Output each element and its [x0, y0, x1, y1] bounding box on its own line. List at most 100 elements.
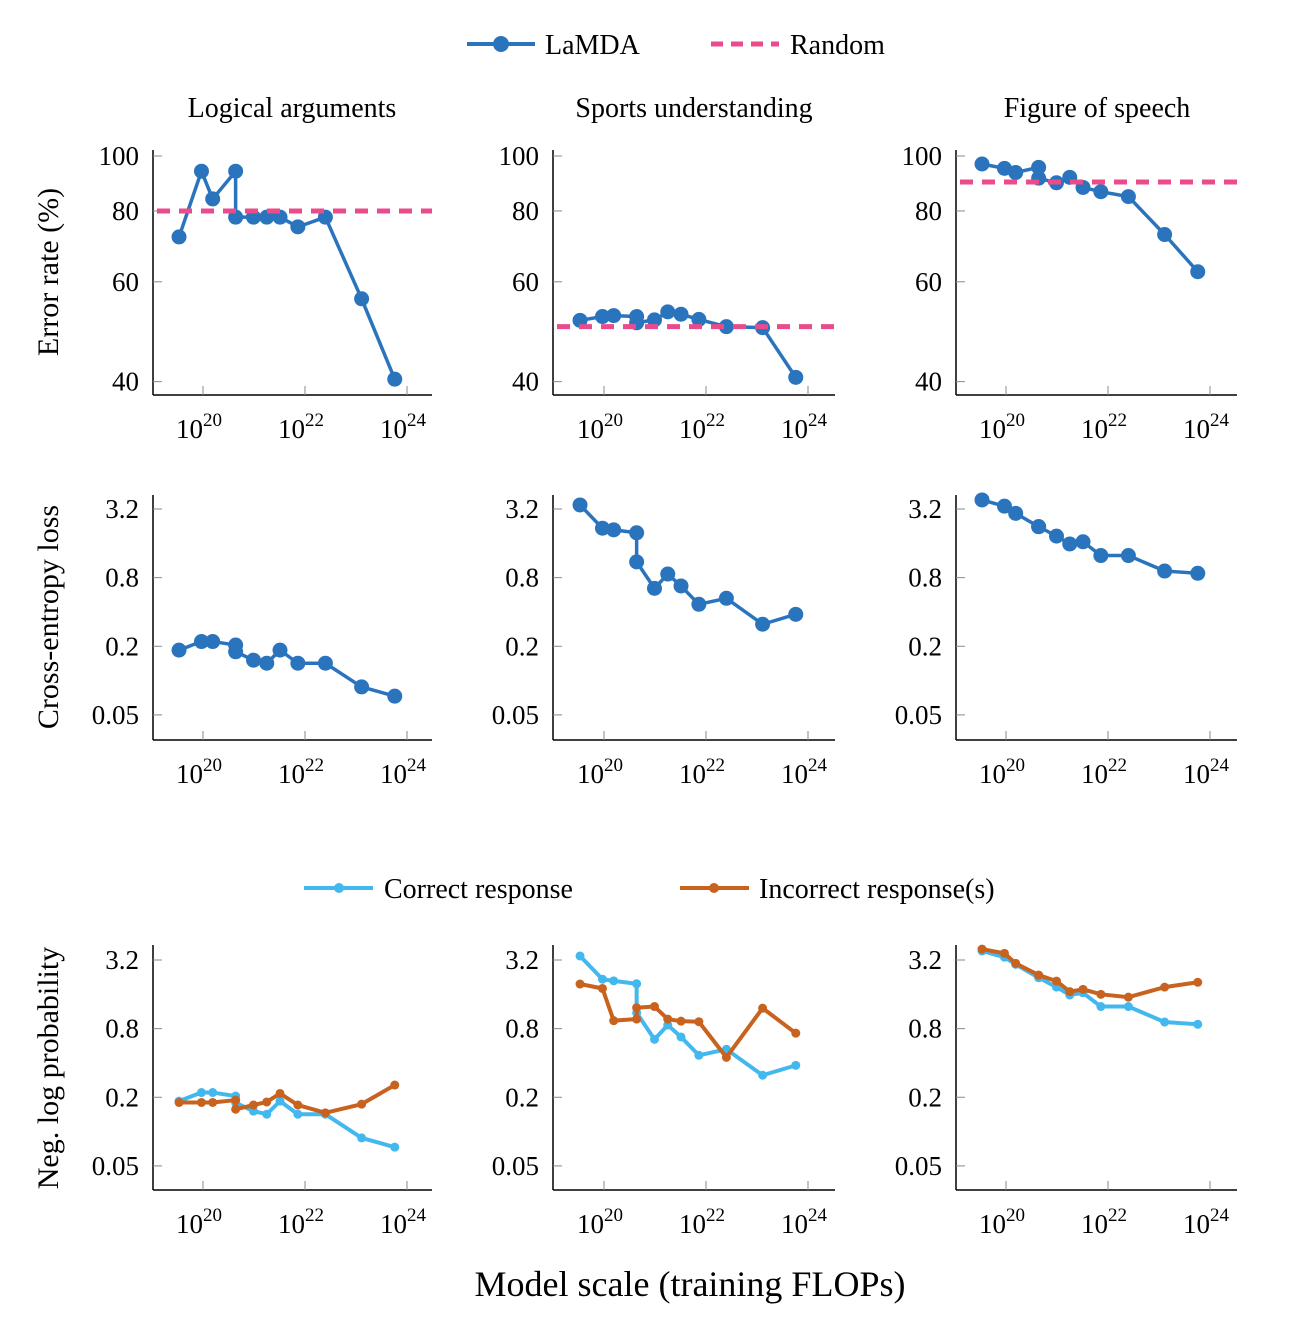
incorrect-response-s-point	[357, 1099, 367, 1109]
y-tick-label: 0.05	[92, 700, 139, 730]
lamda-point	[171, 642, 187, 658]
incorrect-response-s-point	[597, 983, 607, 993]
lamda-point	[629, 554, 645, 570]
y-tick-label: 100	[99, 141, 140, 171]
y-tick-label: 3.2	[105, 494, 139, 524]
lamda-point	[1093, 184, 1109, 200]
lamda-point	[1048, 528, 1064, 544]
correct-response-point	[208, 1088, 218, 1098]
incorrect-response-s-point	[1034, 970, 1044, 980]
incorrect-response-s-point	[390, 1080, 400, 1090]
x-tick-exponent: 24	[1210, 1205, 1230, 1226]
lamda-point	[691, 596, 707, 612]
x-tick-label: 1022	[679, 410, 725, 444]
x-tick-base: 10	[577, 1209, 604, 1239]
x-tick-label: 1022	[1081, 410, 1127, 444]
x-tick-base: 10	[1183, 1209, 1210, 1239]
x-tick-exponent: 24	[808, 410, 828, 431]
y-tick-label: 3.2	[105, 945, 139, 975]
x-tick-label: 1020	[176, 755, 222, 789]
x-tick-label: 1024	[781, 755, 828, 789]
correct-response-point	[609, 976, 619, 986]
x-tick-base: 10	[1081, 1209, 1108, 1239]
y-tick-label: 0.8	[908, 1014, 942, 1044]
correct-response-point	[1123, 1002, 1133, 1012]
correct-response-point	[275, 1096, 285, 1106]
correct-response-point	[1193, 1019, 1203, 1029]
x-tick-label: 1024	[380, 410, 427, 444]
x-tick-label: 1020	[979, 1205, 1025, 1239]
lamda-point	[974, 492, 990, 508]
correct-response-point	[575, 951, 585, 961]
x-tick-exponent: 24	[407, 755, 427, 776]
correct-response-point	[649, 1034, 659, 1044]
lamda-point	[205, 634, 221, 650]
lamda-point	[788, 606, 804, 622]
x-tick-exponent: 20	[1006, 755, 1025, 776]
x-tick-exponent: 20	[1006, 1205, 1025, 1226]
incorrect-response-s-point	[694, 1017, 704, 1027]
correct-response-point	[758, 1070, 768, 1080]
x-tick-label: 1022	[278, 1205, 324, 1239]
x-tick-base: 10	[781, 1209, 808, 1239]
x-tick-exponent: 24	[1210, 410, 1230, 431]
y-tick-label: 0.05	[492, 700, 539, 730]
column-title-sports-understanding: Sports understanding	[575, 93, 812, 124]
x-tick-base: 10	[278, 759, 305, 789]
lamda-point	[788, 369, 804, 385]
y-tick-label: 0.2	[908, 1082, 942, 1112]
x-tick-base: 10	[577, 414, 604, 444]
correct-response-point	[632, 979, 642, 989]
lamda-point	[691, 311, 707, 327]
lamda-point	[606, 308, 622, 324]
x-tick-base: 10	[979, 1209, 1006, 1239]
x-tick-exponent: 22	[1108, 1205, 1127, 1226]
incorrect-response-s-point	[649, 1002, 659, 1012]
x-tick-exponent: 24	[808, 755, 828, 776]
incorrect-response-s-point	[262, 1097, 272, 1107]
incorrect-response-s-point	[632, 1003, 642, 1013]
lamda-point	[245, 652, 261, 668]
lamda-point	[228, 163, 244, 179]
x-tick-label: 1020	[979, 755, 1025, 789]
x-tick-base: 10	[380, 1209, 407, 1239]
incorrect-response-s-point	[1051, 976, 1061, 986]
x-tick-label: 1024	[1183, 755, 1230, 789]
x-tick-base: 10	[176, 414, 203, 444]
x-tick-label: 1020	[577, 410, 623, 444]
lamda-point	[193, 163, 209, 179]
incorrect-response-s-point	[320, 1108, 330, 1118]
x-tick-base: 10	[380, 414, 407, 444]
legend-bottom: Correct response Incorrect response(s)	[304, 874, 995, 905]
lamda-point	[1031, 159, 1047, 175]
incorrect-response-s-point	[758, 1003, 768, 1013]
x-tick-exponent: 20	[604, 1205, 623, 1226]
x-tick-exponent: 24	[1210, 755, 1230, 776]
y-axis-label-neg-log-prob: Neg. log probability	[32, 947, 65, 1189]
incorrect-response-s-point	[196, 1097, 206, 1107]
legend-incorrect-marker	[709, 883, 719, 893]
incorrect-response-s-point	[231, 1095, 241, 1105]
x-tick-label: 1024	[380, 755, 427, 789]
x-tick-base: 10	[577, 759, 604, 789]
correct-response-point	[293, 1109, 303, 1119]
correct-response-point	[357, 1133, 367, 1143]
x-tick-base: 10	[278, 414, 305, 444]
y-axis-label-cross-entropy: Cross-entropy loss	[32, 505, 65, 729]
incorrect-response-s-point	[1096, 989, 1106, 999]
correct-response-point	[196, 1088, 206, 1098]
correct-response-point	[1160, 1017, 1170, 1027]
lamda-point	[1120, 189, 1136, 205]
y-tick-label: 0.2	[505, 1082, 539, 1112]
legend-random-label: Random	[790, 30, 885, 61]
x-tick-base: 10	[1183, 414, 1210, 444]
incorrect-response-s-point	[575, 979, 585, 989]
legend-correct-marker	[334, 883, 344, 893]
x-tick-base: 10	[1183, 759, 1210, 789]
x-tick-base: 10	[679, 1209, 706, 1239]
